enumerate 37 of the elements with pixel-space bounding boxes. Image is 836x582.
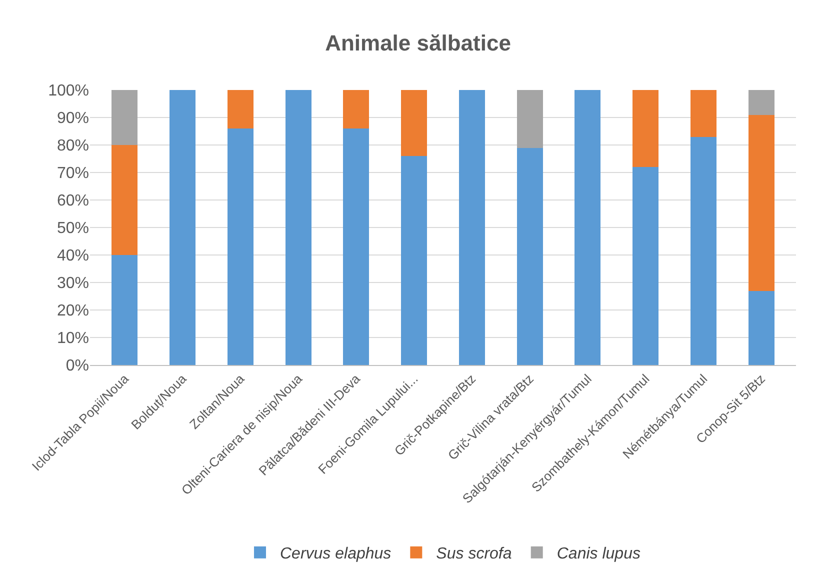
y-tick-label: 70% (56, 165, 89, 182)
legend-label: Sus scrofa (436, 546, 512, 563)
y-tick-label: 10% (56, 330, 89, 348)
bar (401, 156, 428, 365)
bar (343, 128, 370, 365)
y-tick-label: 90% (56, 110, 89, 128)
y-tick-label: 40% (56, 248, 89, 265)
y-tick-label: 60% (56, 192, 89, 210)
bar (458, 90, 485, 365)
bar (632, 90, 659, 167)
bar (574, 90, 601, 365)
bar (401, 90, 428, 156)
bar (690, 136, 716, 365)
bar (748, 114, 774, 291)
bar (227, 90, 254, 128)
bar (516, 90, 543, 148)
y-tick-label: 0% (66, 358, 89, 375)
bar (748, 290, 774, 365)
bar (343, 90, 370, 128)
bar (516, 148, 543, 365)
bar (748, 90, 774, 115)
bar (632, 167, 659, 365)
bar (285, 90, 312, 365)
bar (690, 90, 716, 137)
y-tick-label: 50% (56, 220, 89, 238)
y-tick-label: 100% (48, 82, 89, 100)
y-tick-label: 20% (56, 302, 89, 320)
bar (112, 145, 138, 255)
y-tick-label: 80% (56, 138, 89, 155)
bar (227, 128, 254, 365)
bar (112, 90, 138, 145)
legend-label: Cervus elaphus (280, 546, 392, 563)
chart-title: Animale sălbatice (325, 30, 511, 56)
bar (112, 255, 138, 365)
bar (170, 90, 196, 365)
y-tick-label: 30% (56, 275, 89, 292)
legend-label: Canis lupus (556, 546, 640, 563)
